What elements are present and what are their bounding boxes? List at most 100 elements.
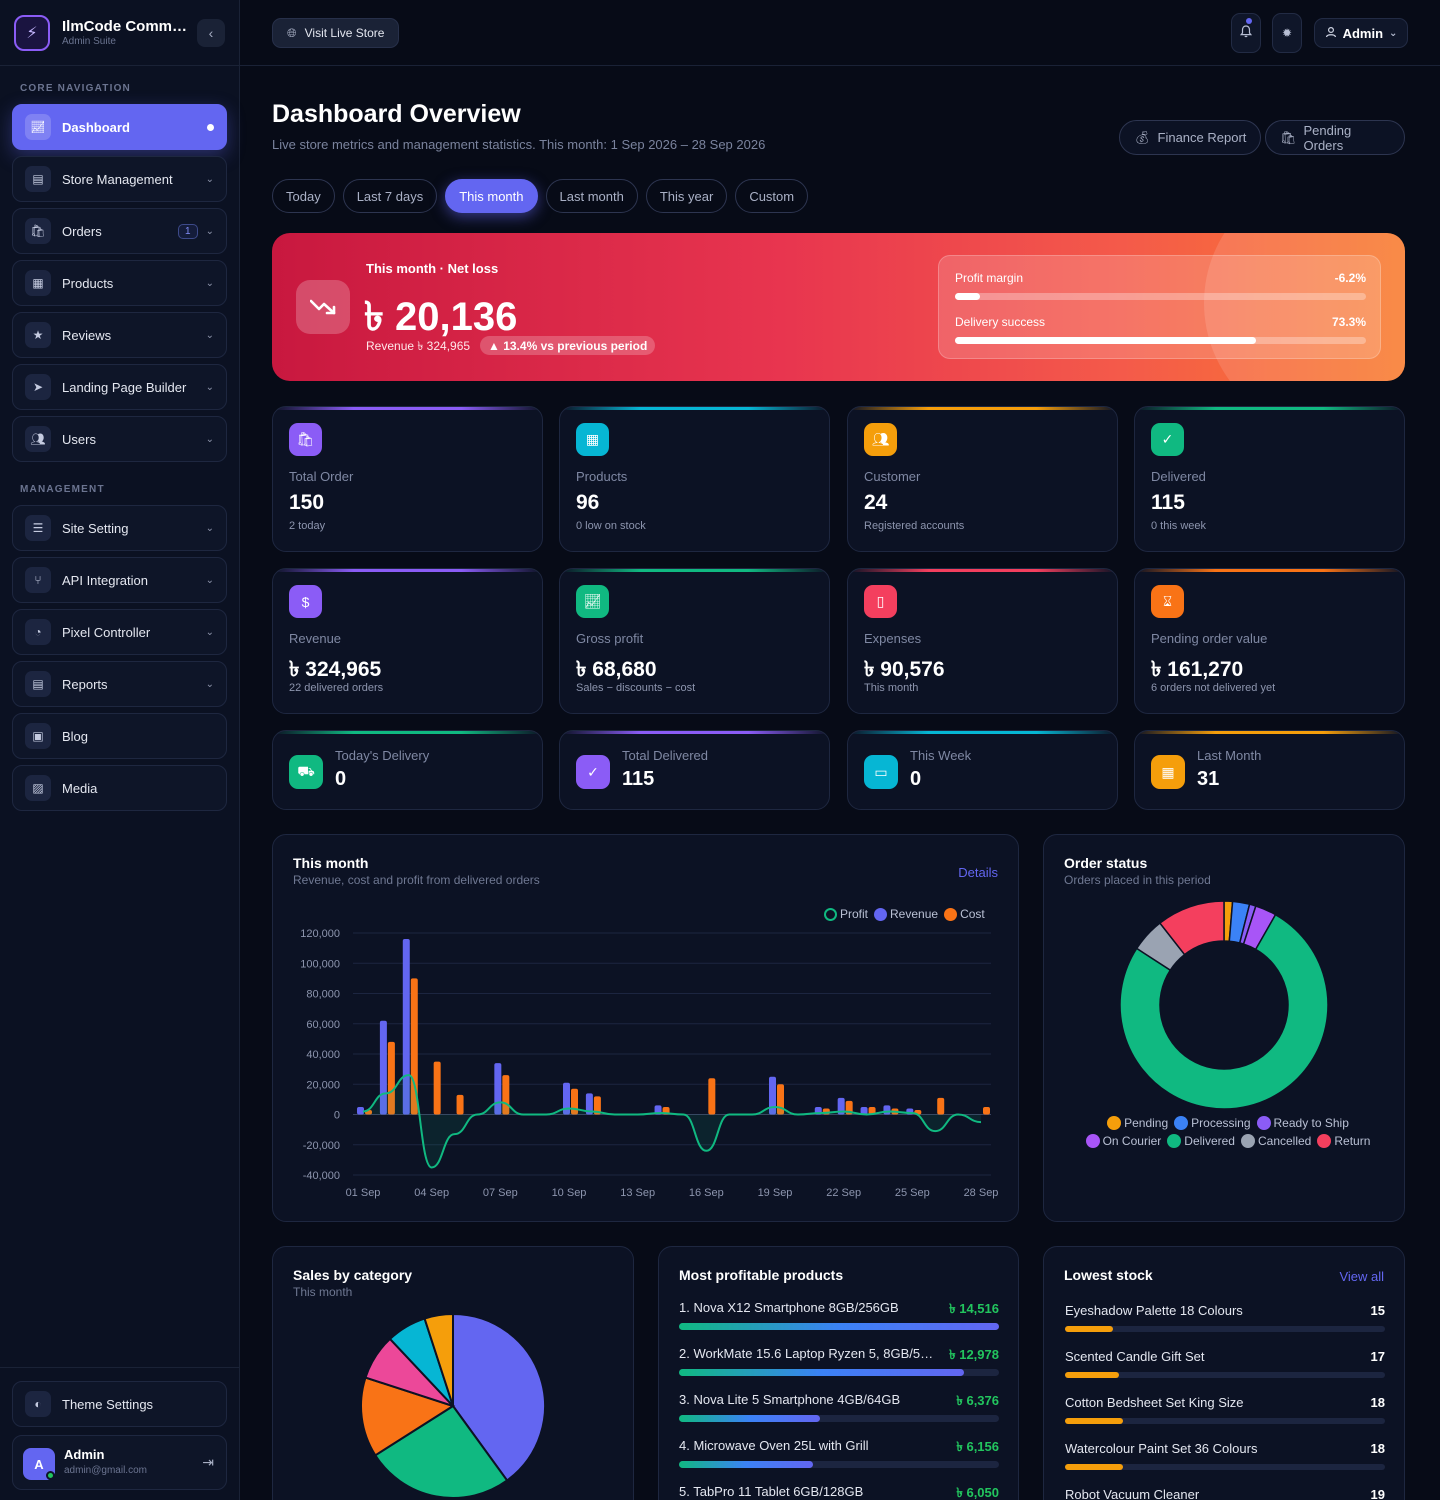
pie-slice[interactable] xyxy=(452,1312,546,1482)
stock-row[interactable]: Scented Candle Gift Set 17 xyxy=(1065,1349,1385,1379)
stat-card-pending-order-value[interactable]: ⌛︎ Pending order value ৳ 161,270 6 orders n… xyxy=(1134,568,1405,714)
legend-profit-label: Profit xyxy=(840,907,869,921)
cost-bar[interactable] xyxy=(937,1097,945,1115)
sales-category-title: Sales by category xyxy=(293,1267,413,1283)
stock-row[interactable]: Cotton Bedsheet Set King Size 18 xyxy=(1065,1395,1385,1425)
product-row[interactable]: 3. Nova Lite 5 Smartphone 4GB/64GB ৳ 6,37… xyxy=(679,1392,999,1424)
legend-on-courier[interactable]: On Courier xyxy=(1085,1134,1161,1148)
product-row[interactable]: 2. WorkMate 15.6 Laptop Ryzen 5, 8GB/512… xyxy=(679,1346,999,1378)
pie-slice[interactable] xyxy=(360,1376,456,1457)
small-stat-this-week[interactable]: ▭ This Week 0 xyxy=(847,730,1118,810)
stat-subtext: 2 today xyxy=(289,520,326,532)
cost-bar[interactable] xyxy=(433,1061,441,1115)
period-last-month[interactable]: Last month xyxy=(545,179,638,213)
stat-card-gross-profit[interactable]: 📈︎ Gross profit ৳ 68,680 Sales − discounts … xyxy=(559,568,830,714)
stat-card-total-order[interactable]: 🛍︎ Total Order 150 2 today xyxy=(272,406,543,552)
stock-row[interactable]: Robot Vacuum Cleaner 19 xyxy=(1065,1487,1385,1500)
legend-cost[interactable]: Cost xyxy=(944,907,985,921)
period-today[interactable]: Today xyxy=(272,179,335,213)
revenue-bar[interactable] xyxy=(837,1097,845,1115)
legend-revenue[interactable]: Revenue xyxy=(874,907,938,921)
sidebar-item-site-setting[interactable]: ☰ Site Setting ⌄ xyxy=(12,505,227,551)
sidebar-item-api-integration[interactable]: ⑂ API Integration ⌄ xyxy=(12,557,227,603)
sidebar-item-reports[interactable]: ▤ Reports ⌄ xyxy=(12,661,227,707)
sidebar-item-media[interactable]: ▨ Media xyxy=(12,765,227,811)
small-stat-last-month[interactable]: ▦ Last Month 31 xyxy=(1134,730,1405,810)
revenue-bar[interactable] xyxy=(379,1020,387,1115)
x-tick-label: 13 Sep xyxy=(620,1187,655,1199)
sidebar-item-products[interactable]: ▦ Products ⌄ xyxy=(12,260,227,306)
revenue-summary: Revenue ৳ 324,965 xyxy=(366,339,471,353)
profit-line[interactable] xyxy=(362,1074,982,1169)
stat-card-delivered[interactable]: ✓ Delivered 115 0 this week xyxy=(1134,406,1405,552)
sidebar-item-landing-page-builder[interactable]: ➤ Landing Page Builder ⌄ xyxy=(12,364,227,410)
cost-bar[interactable] xyxy=(593,1096,601,1115)
sidebar-item-reviews[interactable]: ★ Reviews ⌄ xyxy=(12,312,227,358)
cost-bar[interactable] xyxy=(456,1094,464,1115)
sidebar-item-pixel-controller[interactable]: ◔ Pixel Controller ⌄ xyxy=(12,609,227,655)
small-stat-total-delivered[interactable]: ✓ Total Delivered 115 xyxy=(559,730,830,810)
revenue-bar[interactable] xyxy=(860,1106,868,1115)
finance-report-button[interactable]: 💰︎ Finance Report xyxy=(1119,120,1262,155)
stat-card-products[interactable]: ▦ Products 96 0 low on stock xyxy=(559,406,830,552)
stat-card-customer[interactable]: 👥︎ Customer 24 Registered accounts xyxy=(847,406,1118,552)
small-stat-today-s-delivery[interactable]: ⛟ Today's Delivery 0 xyxy=(272,730,543,810)
legend-cancelled[interactable]: Cancelled xyxy=(1240,1134,1311,1148)
lowest-stock-title: Lowest stock xyxy=(1064,1267,1153,1283)
bolt-icon[interactable]: ⚡ xyxy=(14,14,50,51)
visit-live-store-button[interactable]: 🌐︎ Visit Live Store xyxy=(272,18,400,48)
details-link[interactable]: Details xyxy=(958,865,998,880)
small-stat-value: 0 xyxy=(910,768,922,790)
stock-row[interactable]: Eyeshadow Palette 18 Colours 15 xyxy=(1065,1303,1385,1333)
cost-bar[interactable] xyxy=(387,1041,395,1115)
notifications-button[interactable] xyxy=(1231,13,1261,53)
sidebar-item-blog[interactable]: ▣ Blog xyxy=(12,713,227,759)
legend-processing[interactable]: Processing xyxy=(1174,1116,1251,1130)
theme-settings-button[interactable]: ◐ Theme Settings xyxy=(12,1381,227,1427)
donut-segment-delivered[interactable] xyxy=(1119,913,1329,1110)
cost-bar[interactable] xyxy=(708,1078,716,1115)
period-custom[interactable]: Custom xyxy=(735,179,809,213)
period-this-month[interactable]: This month xyxy=(445,179,538,213)
stat-subtext: Registered accounts xyxy=(864,520,965,532)
legend-ready-to-ship[interactable]: Ready to Ship xyxy=(1256,1116,1349,1130)
stock-row[interactable]: Watercolour Paint Set 36 Colours 18 xyxy=(1065,1441,1385,1471)
admin-menu-button[interactable]: Admin ⌄ xyxy=(1314,18,1408,48)
product-row[interactable]: 1. Nova X12 Smartphone 8GB/256GB ৳ 14,516 xyxy=(679,1300,999,1332)
legend-pending[interactable]: Pending xyxy=(1107,1116,1168,1130)
donut-segment-return[interactable] xyxy=(1158,900,1225,956)
pie-slice[interactable] xyxy=(373,1404,509,1499)
revenue-bar[interactable] xyxy=(402,939,410,1115)
stat-card-revenue[interactable]: $ Revenue ৳ 324,965 22 delivered orders xyxy=(272,568,543,714)
revenue-bar[interactable] xyxy=(585,1093,593,1115)
revenue-bar[interactable] xyxy=(357,1106,364,1115)
period-this-year[interactable]: This year xyxy=(645,179,728,213)
sidebar-item-dashboard[interactable]: 📈︎ Dashboard xyxy=(12,104,227,150)
product-row[interactable]: 5. TabPro 11 Tablet 6GB/128GB ৳ 6,050 xyxy=(679,1484,999,1500)
admin-label: Admin xyxy=(1342,25,1384,41)
revenue-bar[interactable] xyxy=(563,1082,570,1115)
period-last-7-days[interactable]: Last 7 days xyxy=(342,179,438,213)
logout-icon[interactable]: ⇥ xyxy=(202,1454,214,1470)
view-all-link[interactable]: View all xyxy=(1339,1269,1384,1284)
cost-bar[interactable] xyxy=(983,1106,990,1115)
chevron-down-icon: ⌄ xyxy=(205,433,214,445)
product-row[interactable]: 4. Microwave Oven 25L with Grill ৳ 6,156 xyxy=(679,1438,999,1470)
chart-icon: 📈︎ xyxy=(25,114,51,140)
pending-orders-button[interactable]: 🛍︎ Pending Orders xyxy=(1265,120,1405,155)
sidebar-item-orders[interactable]: 🛍︎ Orders 1 ⌄ xyxy=(12,208,227,254)
collapse-sidebar-button[interactable]: ‹ xyxy=(197,18,225,47)
cost-bar[interactable] xyxy=(868,1106,876,1115)
legend-delivered[interactable]: Delivered xyxy=(1167,1134,1235,1148)
settings-button[interactable]: ✹ xyxy=(1272,13,1302,53)
pie-slice[interactable] xyxy=(423,1312,454,1407)
revenue-bar[interactable] xyxy=(769,1076,776,1115)
legend-profit[interactable]: Profit xyxy=(824,907,868,921)
product-profit: ৳ 6,376 xyxy=(956,1393,999,1408)
user-card[interactable]: A Admin admin@gmail.com ⇥ xyxy=(12,1435,227,1490)
sidebar-item-users[interactable]: 👥︎ Users ⌄ xyxy=(12,416,227,462)
stat-label: Pending order value xyxy=(1151,631,1268,646)
legend-return[interactable]: Return xyxy=(1317,1134,1370,1148)
stat-card-expenses[interactable]: ▯ Expenses ৳ 90,576 This month xyxy=(847,568,1118,714)
sidebar-item-store-management[interactable]: ▤ Store Management ⌄ xyxy=(12,156,227,202)
